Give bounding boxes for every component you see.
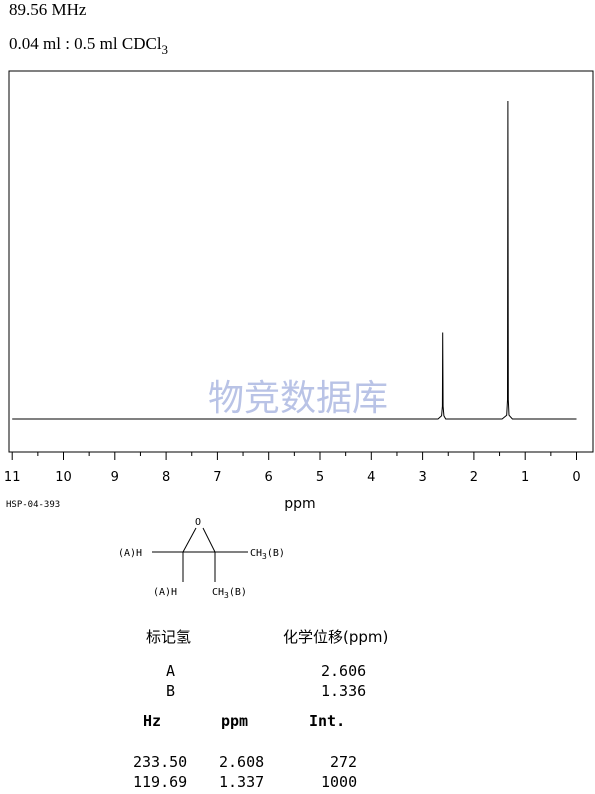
assignment-row-shift: 1.336 <box>321 682 367 700</box>
x-tick-label: 1 <box>521 470 529 485</box>
sub-3: 3 <box>262 552 267 561</box>
x-tick-label: 11 <box>4 470 21 485</box>
peak-row-int: 272 <box>330 753 358 771</box>
label-a-h-bottom: (A)H <box>153 587 177 598</box>
spectrum-line <box>12 100 577 420</box>
peak-table-header-hz: Hz <box>143 712 162 730</box>
peak-table-header-ppm: ppm <box>221 712 249 730</box>
label-a-h-top: (A)H <box>118 548 142 559</box>
tag-b: (B) <box>267 548 285 559</box>
x-axis-tick-labels: 11 10 9 8 7 6 5 4 3 2 1 0 <box>4 470 581 485</box>
x-tick-label: 8 <box>162 470 170 485</box>
x-tick-label: 7 <box>213 470 221 485</box>
peak-row-ppm: 1.337 <box>219 773 265 791</box>
x-tick-label: 10 <box>55 470 72 485</box>
assignment-header-label: 标记氢 <box>146 628 192 646</box>
molecule-structure: O (A)H CH3(B) (A)H CH3(B) <box>118 517 285 600</box>
x-tick-label: 2 <box>470 470 478 485</box>
label-ch3-b-right: CH3(B) <box>250 548 285 561</box>
ch-text: CH <box>250 548 262 559</box>
assignment-row-label: A <box>166 662 176 680</box>
watermark: 物竞数据库 <box>208 378 388 419</box>
spectrometer-frequency: 89.56 MHz <box>9 0 87 19</box>
x-axis-ticks <box>11 452 577 460</box>
peak-table-header-int: Int. <box>309 712 346 730</box>
x-tick-label: 4 <box>367 470 375 485</box>
sample-id: HSP-04-393 <box>6 500 61 510</box>
peak-row-ppm: 2.608 <box>219 753 265 771</box>
x-tick-label: 0 <box>572 470 580 485</box>
peak-row-hz: 119.69 <box>133 773 188 791</box>
solvent-subscript: 3 <box>161 42 169 57</box>
x-axis-label: ppm <box>284 496 315 512</box>
bond-o-c1 <box>182 527 197 553</box>
label-ch3-b-bottom: CH3(B) <box>212 587 247 600</box>
plot-frame <box>8 70 594 453</box>
bond-o-c2 <box>202 527 216 553</box>
sub-3: 3 <box>224 591 229 600</box>
peak-row-int: 1000 <box>321 773 358 791</box>
x-tick-label: 6 <box>265 470 273 485</box>
assignment-header-shift: 化学位移(ppm) <box>283 628 389 646</box>
assignment-row-label: B <box>166 682 176 700</box>
ch-text: CH <box>212 587 224 598</box>
x-tick-label: 9 <box>111 470 119 485</box>
sample-solvent: 0.04 ml : 0.5 ml CDCl3 <box>9 34 168 58</box>
x-tick-label: 5 <box>316 470 324 485</box>
oxygen-atom: O <box>195 517 201 528</box>
peak-row-hz: 233.50 <box>133 753 188 771</box>
x-tick-label: 3 <box>418 470 426 485</box>
assignment-row-shift: 2.606 <box>321 662 367 680</box>
tag-b: (B) <box>229 587 247 598</box>
solvent-text: 0.04 ml : 0.5 ml CDCl <box>9 34 162 53</box>
